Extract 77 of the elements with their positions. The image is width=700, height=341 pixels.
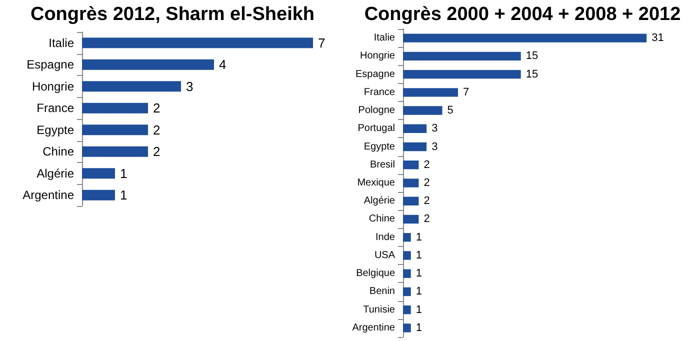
y-tick-label: Algérie [36, 166, 74, 180]
data-label: 3 [186, 78, 194, 94]
y-tick-label: Tunisie [363, 304, 396, 316]
y-tick-label: Italie [374, 32, 396, 44]
bar [82, 38, 313, 48]
bar [403, 160, 419, 170]
data-label: 1 [416, 231, 422, 244]
bar [403, 214, 419, 224]
bar [403, 178, 419, 188]
data-label: 2 [424, 158, 430, 171]
bar [82, 102, 148, 114]
bar [403, 251, 411, 260]
bar [82, 190, 115, 200]
y-tick-label: Portugal [358, 123, 395, 134]
bar [403, 124, 427, 133]
data-label: 1 [416, 322, 422, 334]
data-label: 3 [432, 122, 438, 135]
bar [403, 106, 442, 115]
data-label: 1 [416, 249, 422, 262]
data-label: 1 [416, 286, 422, 298]
bar [82, 59, 214, 70]
bar [403, 70, 521, 79]
y-tick-label: Argentine [352, 322, 396, 334]
bar [403, 34, 647, 42]
y-tick-label: Pologne [358, 105, 396, 116]
y-tick-label: Hongrie [32, 79, 74, 94]
y-tick-label: Mexique [357, 178, 396, 188]
data-label: 1 [120, 166, 128, 181]
y-tick-label: Hongrie [360, 50, 396, 62]
bar [403, 324, 411, 332]
data-label: 31 [652, 32, 664, 44]
y-tick-label: France [364, 86, 396, 98]
data-label: 2 [153, 100, 160, 116]
bar [82, 81, 181, 92]
bar [403, 88, 458, 97]
data-label: 15 [526, 50, 538, 62]
data-label: 2 [424, 195, 430, 208]
y-tick-label: Italie [48, 36, 74, 50]
y-tick-label: Egypte [364, 141, 396, 152]
bar [403, 269, 411, 278]
y-tick-label: Egypte [36, 122, 74, 137]
data-label: 7 [463, 86, 470, 98]
bar [82, 168, 115, 179]
bar [82, 124, 148, 136]
bar [403, 287, 411, 296]
bar [403, 52, 521, 61]
data-label: 2 [424, 213, 430, 226]
chart-title: Congrès 2000 + 2004 + 2008 + 2012 [364, 4, 681, 25]
data-label: 2 [153, 144, 160, 160]
data-label: 7 [318, 35, 326, 50]
y-tick-label: Chine [42, 144, 74, 159]
data-label: 4 [219, 57, 226, 72]
data-label: 15 [526, 68, 538, 80]
data-label: 5 [447, 104, 454, 117]
data-label: 1 [120, 188, 128, 203]
y-tick-label: Algérie [364, 196, 396, 207]
y-tick-label: Bresil [370, 159, 395, 170]
y-tick-label: USA [374, 250, 396, 261]
data-label: 1 [416, 304, 422, 316]
data-label: 2 [153, 122, 160, 138]
chart-title: Congrès 2012, Sharm el-Sheikh [30, 4, 315, 25]
y-tick-label: Inde [376, 232, 396, 243]
bar [403, 305, 411, 314]
y-tick-label: Espagne [356, 68, 396, 80]
data-label: 1 [416, 268, 422, 280]
y-tick-label: France [36, 101, 74, 116]
y-tick-label: Espagne [26, 58, 74, 72]
bar [403, 142, 427, 152]
data-label: 2 [424, 177, 430, 189]
y-tick-label: Benin [369, 286, 395, 298]
bar [403, 233, 411, 242]
y-tick-label: Argentine [22, 188, 74, 202]
bar [82, 146, 148, 157]
y-tick-label: Belgique [356, 268, 396, 280]
y-tick-label: Chine [368, 214, 396, 225]
bar [403, 196, 419, 206]
data-label: 3 [432, 140, 438, 153]
